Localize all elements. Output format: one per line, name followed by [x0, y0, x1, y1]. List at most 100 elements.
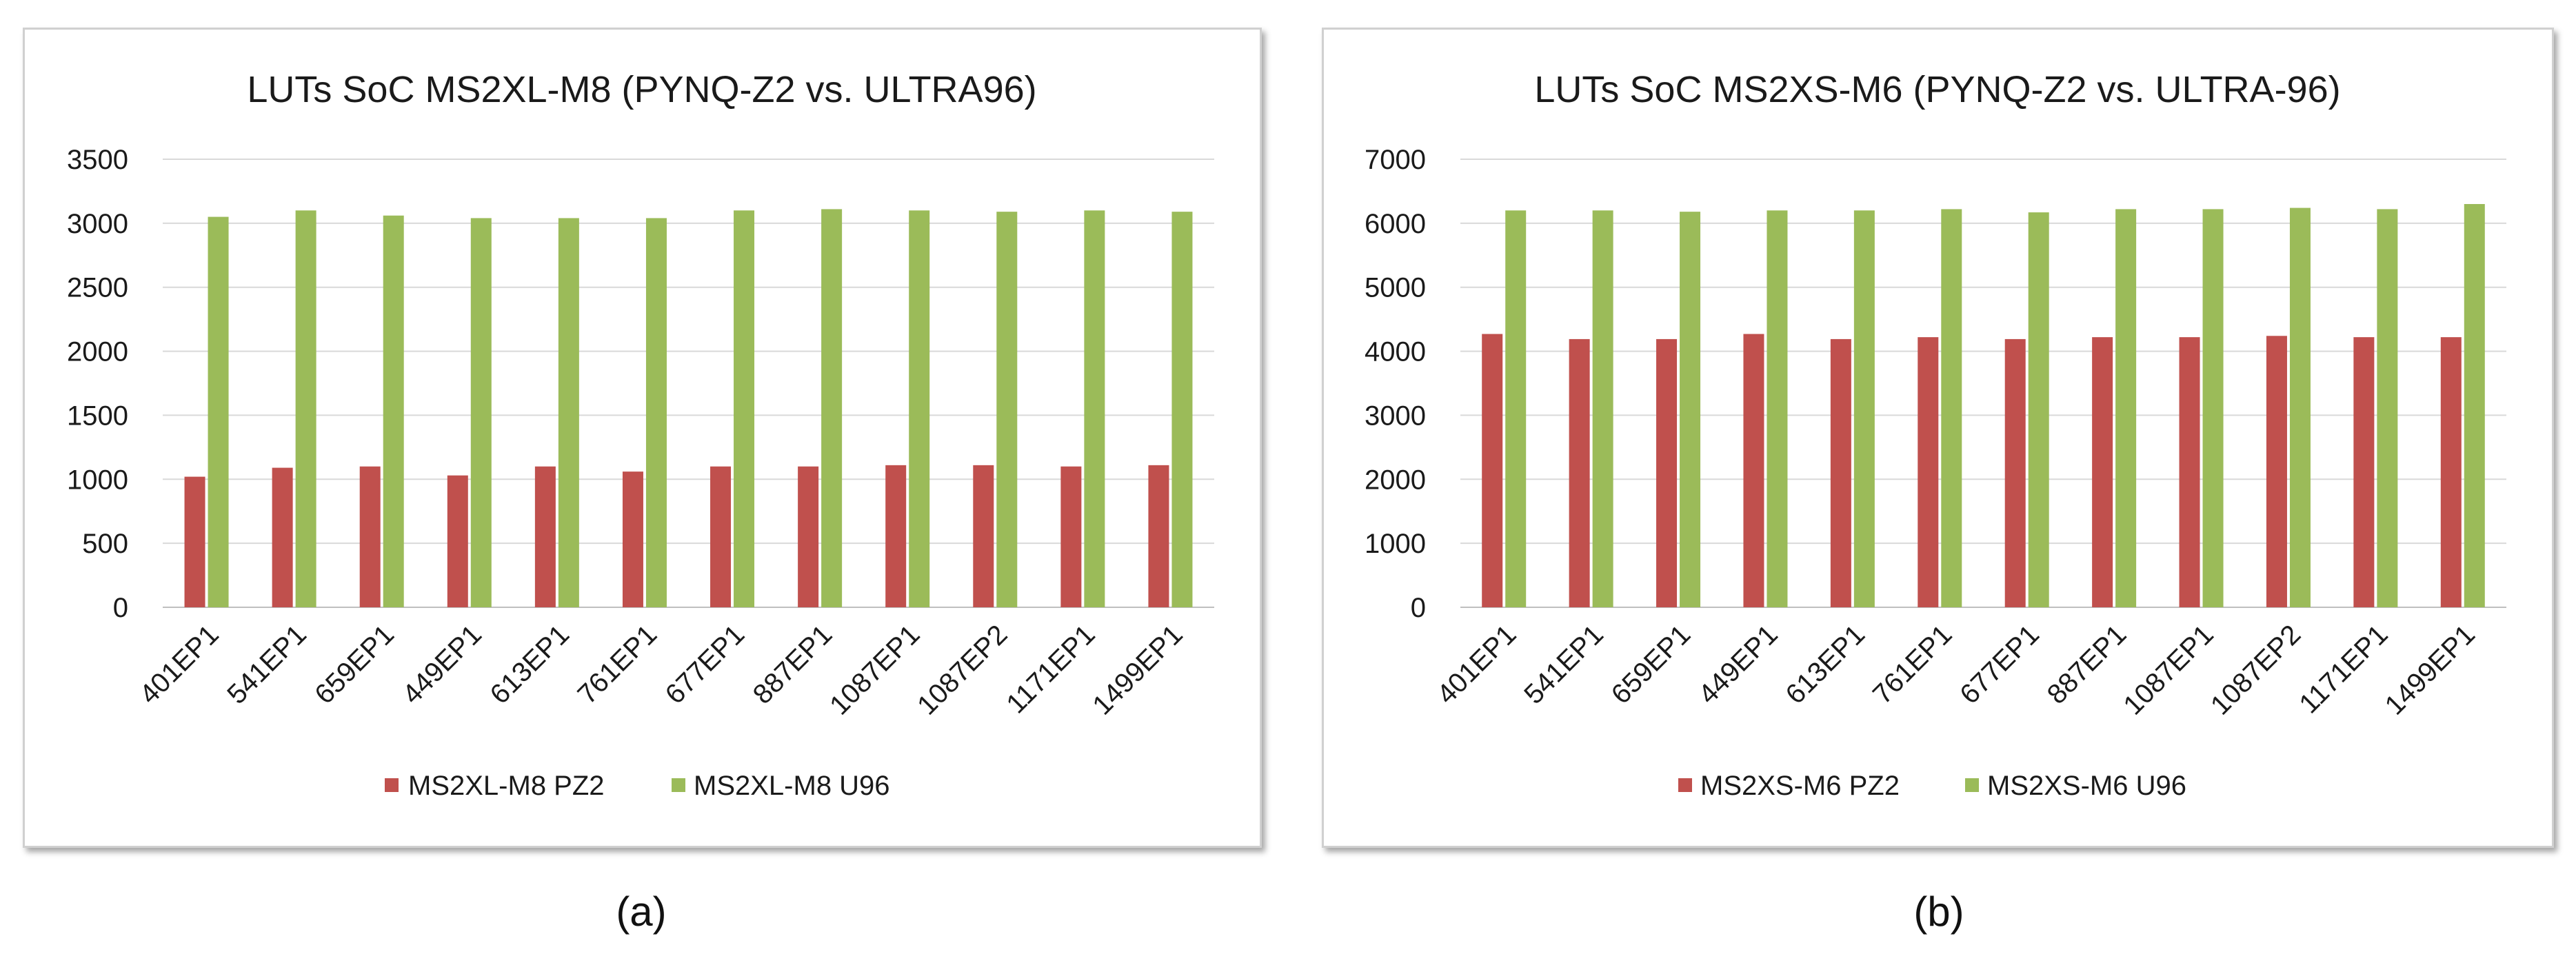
bar-u96 — [821, 209, 843, 607]
bar-pz2 — [1569, 338, 1590, 607]
x-tick-label: 761EP1 — [572, 619, 663, 710]
y-tick-label: 500 — [82, 529, 128, 559]
y-tick-label: 0 — [113, 593, 128, 623]
bar-pz2 — [1482, 334, 1503, 607]
x-tick-label: 1171EP1 — [1000, 619, 1100, 719]
y-tick-label: 5000 — [1365, 273, 1426, 303]
legend-swatch-u96 — [672, 778, 685, 792]
legend-label-u96: MS2XS-M6 U96 — [1987, 771, 2186, 801]
bar-pz2 — [2004, 338, 2026, 607]
x-tick-label: 401EP1 — [134, 619, 225, 710]
chart-title: LUTs SoC MS2XL-M8 (PYNQ-Z2 vs. ULTRA96) — [247, 69, 1036, 110]
bar-pz2 — [2440, 337, 2462, 607]
x-tick-label: 659EP1 — [1606, 619, 1697, 710]
x-tick-label: 1087EP1 — [2117, 619, 2219, 720]
chart-a: LUTs SoC MS2XL-M8 (PYNQ-Z2 vs. ULTRA96) 0… — [67, 69, 1214, 801]
y-tick-label: 2000 — [67, 337, 128, 367]
chart-panel-b: LUTs SoC MS2XS-M6 (PYNQ-Z2 vs. ULTRA-96)… — [1322, 28, 2554, 848]
legend-swatch-u96 — [1965, 778, 1979, 792]
bar-pz2 — [1656, 338, 1678, 607]
bar-pz2 — [973, 465, 994, 607]
x-tick-label: 541EP1 — [221, 619, 312, 710]
bar-pz2 — [2092, 337, 2113, 607]
bar-pz2 — [1830, 338, 1851, 607]
x-tick-label: 1499EP1 — [2379, 619, 2481, 720]
bar-u96 — [208, 216, 229, 608]
caption-b: (b) — [1913, 889, 1964, 935]
caption-a: (a) — [616, 889, 667, 935]
y-tick-label: 0 — [1411, 593, 1426, 623]
x-tick-label: 659EP1 — [309, 619, 400, 710]
bar-u96 — [470, 218, 492, 607]
x-tick-label: 401EP1 — [1431, 619, 1522, 710]
x-tick-label: 1087EP1 — [824, 619, 925, 720]
bar-u96 — [2115, 209, 2137, 607]
y-tick-label: 3000 — [67, 209, 128, 239]
x-tick-label: 449EP1 — [396, 619, 487, 710]
bar-pz2 — [184, 476, 205, 607]
bar-u96 — [2289, 207, 2311, 608]
x-tick-label: 887EP1 — [747, 619, 838, 710]
bar-u96 — [1084, 210, 1105, 607]
x-tick-label: 613EP1 — [484, 619, 575, 710]
bar-u96 — [2202, 209, 2224, 607]
bar-u96 — [558, 218, 579, 607]
y-tick-label: 1000 — [1365, 529, 1426, 559]
x-tick-label: 887EP1 — [2042, 619, 2133, 710]
x-tick-label: 613EP1 — [1780, 619, 1871, 710]
legend-label-u96: MS2XL-M8 U96 — [694, 771, 890, 801]
bar-u96 — [1680, 212, 1701, 608]
y-tick-label: 2000 — [1365, 465, 1426, 495]
bar-u96 — [645, 218, 667, 607]
bar-u96 — [909, 210, 930, 607]
bar-pz2 — [1743, 334, 1764, 607]
bar-u96 — [1853, 210, 1875, 607]
legend-swatch-pz2 — [385, 778, 399, 792]
bar-u96 — [2377, 209, 2398, 607]
y-tick-label: 4000 — [1365, 337, 1426, 367]
bar-pz2 — [447, 475, 468, 607]
bar-u96 — [1767, 210, 1788, 607]
bar-pz2 — [1918, 337, 1939, 607]
y-tick-label: 3000 — [1365, 400, 1426, 431]
x-tick-label: 1499EP1 — [1087, 619, 1188, 720]
bar-pz2 — [622, 471, 643, 607]
x-tick-label: 677EP1 — [1954, 619, 2045, 710]
bar-pz2 — [710, 466, 732, 607]
y-tick-label: 7000 — [1365, 145, 1426, 175]
x-tick-label: 449EP1 — [1693, 619, 1784, 710]
bar-pz2 — [885, 465, 907, 607]
legend-swatch-pz2 — [1678, 778, 1692, 792]
y-tick-label: 2500 — [67, 273, 128, 303]
bar-u96 — [2464, 204, 2485, 607]
bar-pz2 — [2353, 337, 2375, 607]
bar-pz2 — [359, 466, 381, 607]
y-tick-label: 3500 — [67, 145, 128, 175]
bar-u96 — [1505, 210, 1527, 607]
x-tick-label: 677EP1 — [660, 619, 751, 710]
bar-pz2 — [798, 466, 819, 607]
bar-pz2 — [2179, 337, 2200, 607]
bar-pz2 — [1060, 466, 1082, 607]
bar-pz2 — [2266, 336, 2287, 607]
bar-u96 — [1592, 210, 1613, 607]
x-tick-label: 541EP1 — [1518, 619, 1609, 710]
bar-u96 — [383, 215, 404, 607]
bar-u96 — [2028, 212, 2049, 608]
bar-pz2 — [1148, 465, 1169, 607]
chart-title: LUTs SoC MS2XS-M6 (PYNQ-Z2 vs. ULTRA-96) — [1534, 69, 2340, 110]
bar-u96 — [734, 210, 755, 607]
chart-b: LUTs SoC MS2XS-M6 (PYNQ-Z2 vs. ULTRA-96)… — [1365, 69, 2506, 801]
legend-label-pz2: MS2XL-M8 PZ2 — [408, 771, 605, 801]
bar-u96 — [1171, 212, 1193, 608]
y-tick-label: 1500 — [67, 400, 128, 431]
bar-pz2 — [534, 466, 556, 607]
y-tick-label: 1000 — [67, 465, 128, 495]
bar-u96 — [996, 212, 1018, 608]
x-tick-label: 761EP1 — [1867, 619, 1958, 710]
y-tick-label: 6000 — [1365, 209, 1426, 239]
x-tick-label: 1087EP2 — [2205, 619, 2306, 720]
bar-u96 — [295, 210, 316, 607]
bar-pz2 — [272, 467, 293, 607]
bar-u96 — [1941, 209, 1962, 607]
